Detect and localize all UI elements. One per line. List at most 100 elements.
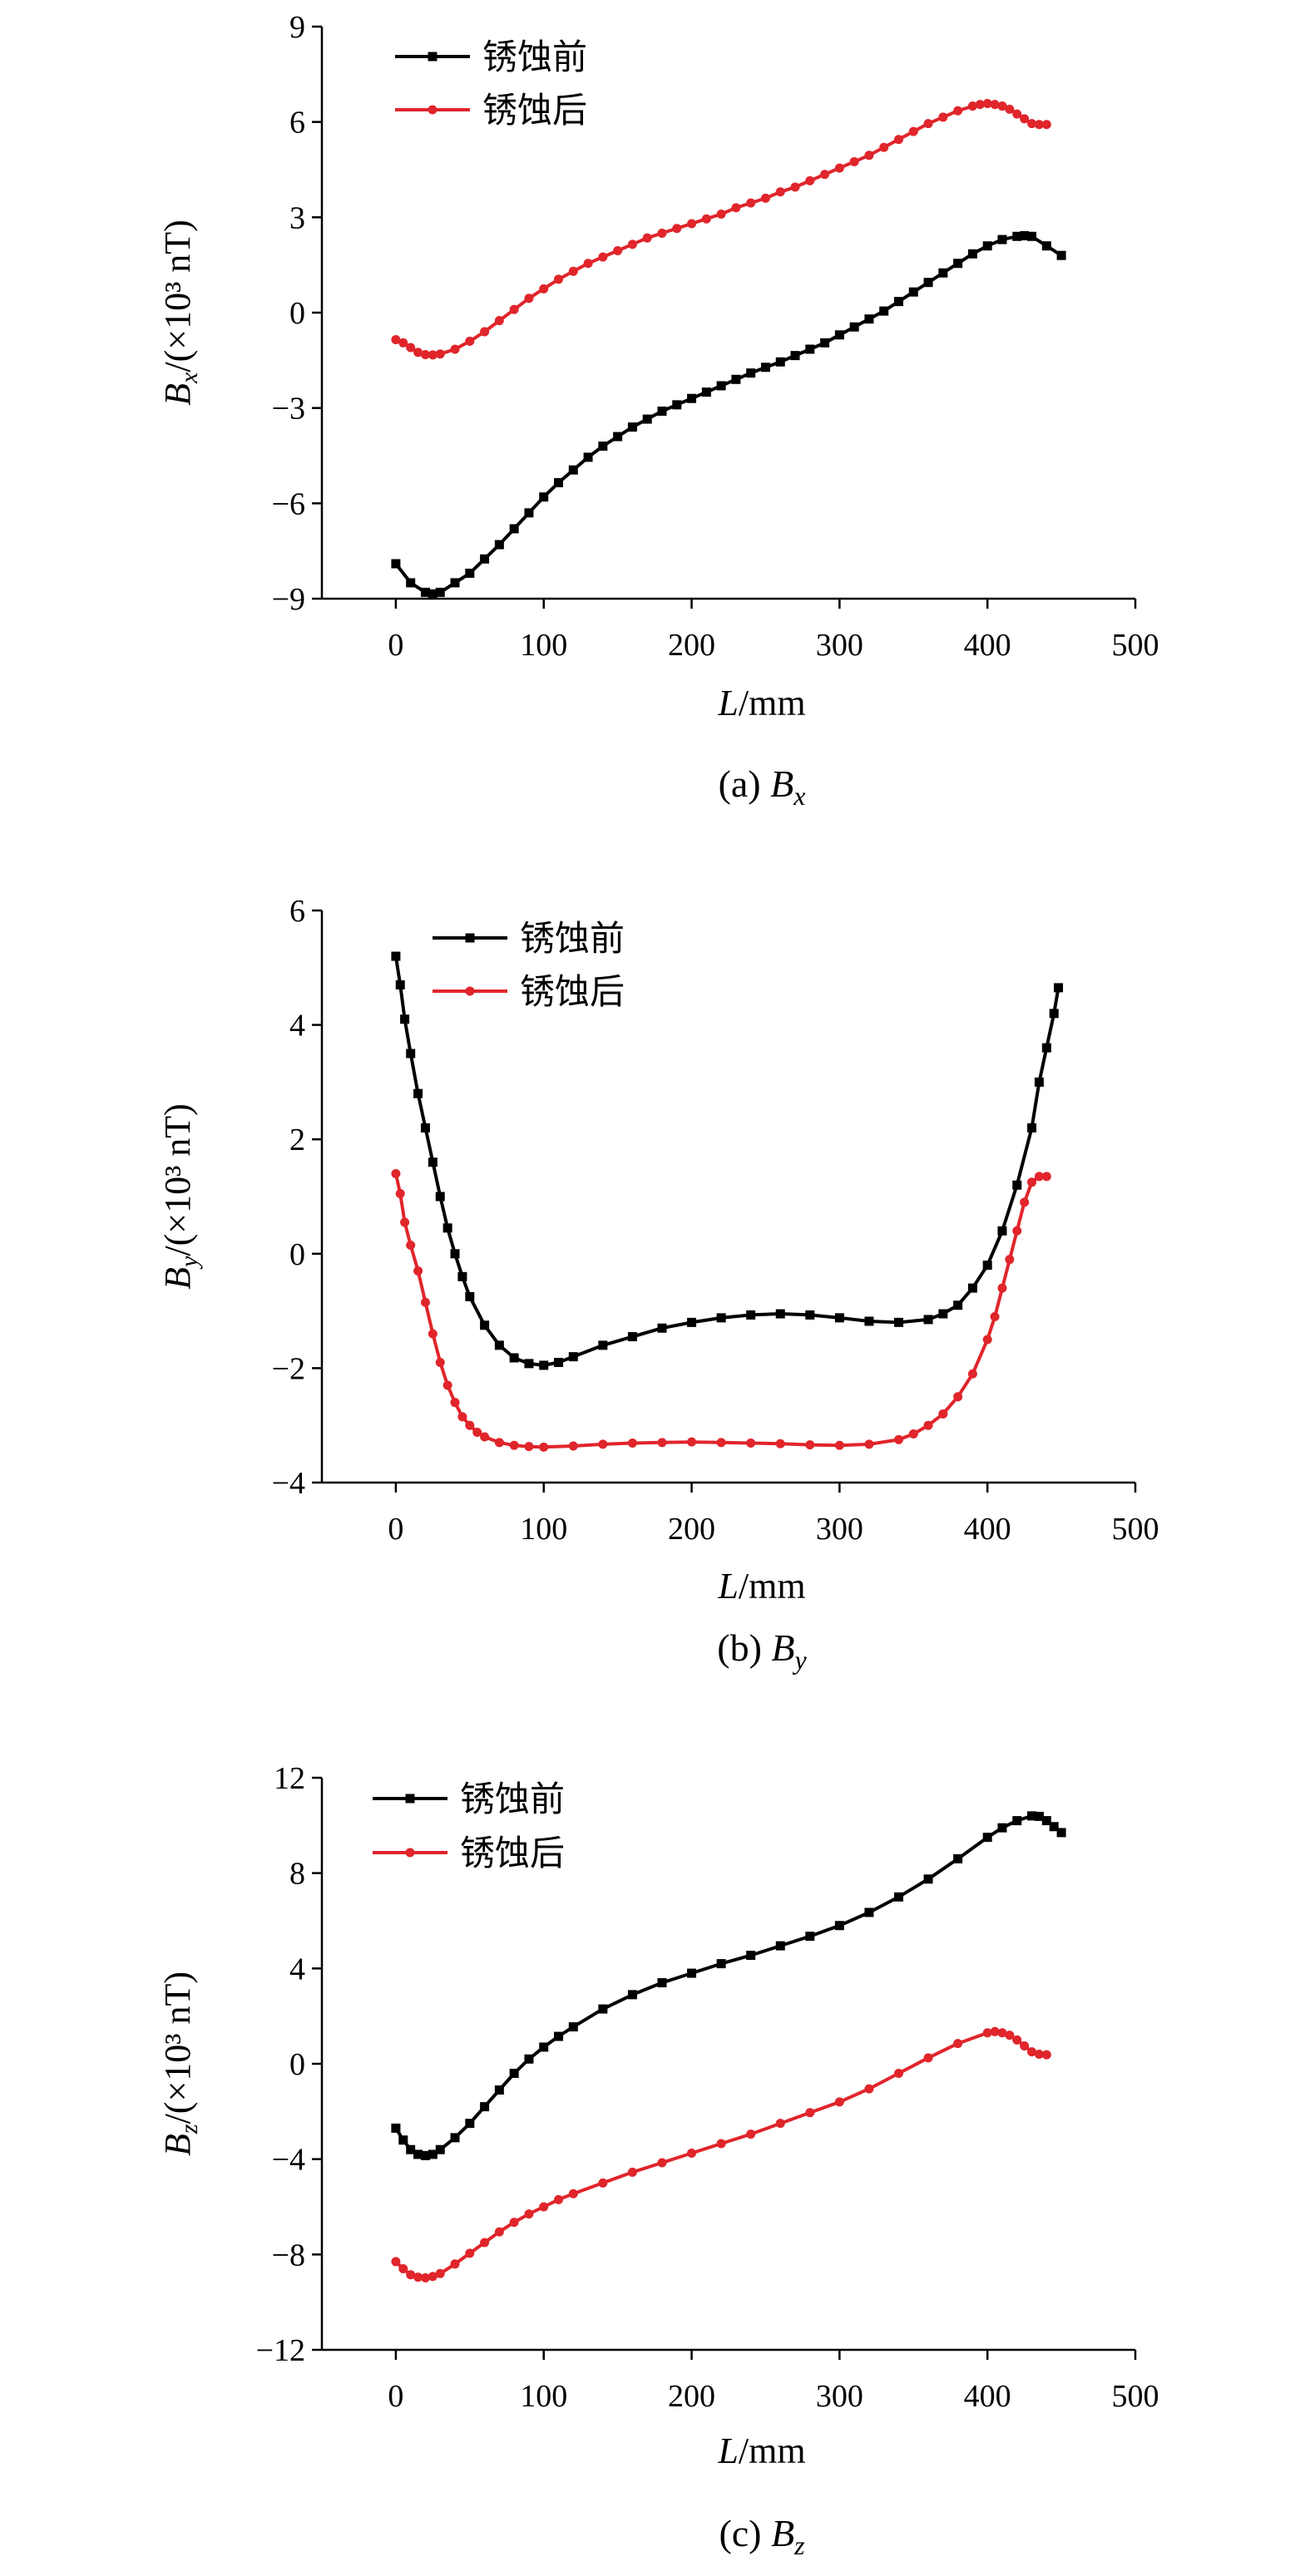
x-axis-unit: /mm	[739, 1566, 806, 1606]
data-point	[805, 175, 815, 185]
data-point	[893, 2068, 903, 2078]
data-point	[465, 568, 475, 578]
data-point	[1041, 241, 1051, 251]
data-point	[539, 1360, 549, 1370]
data-point	[775, 357, 785, 367]
data-point	[775, 1309, 785, 1319]
data-point	[457, 1271, 467, 1281]
data-point	[879, 142, 889, 152]
caption-symbol: B	[771, 2512, 794, 2554]
data-point	[420, 1123, 430, 1133]
data-point	[1020, 1197, 1030, 1207]
data-point	[953, 106, 963, 116]
data-point	[450, 1398, 460, 1408]
data-point	[406, 2270, 416, 2280]
data-point	[627, 239, 637, 249]
legend-swatch-marker	[405, 1848, 415, 1858]
data-point	[583, 259, 593, 269]
panel-caption: (b) By	[717, 1626, 807, 1675]
data-point	[1027, 1811, 1037, 1821]
data-point	[568, 1441, 578, 1451]
x-tick-label: 500	[1112, 628, 1159, 663]
data-point	[701, 387, 711, 397]
data-point	[760, 193, 770, 203]
data-point	[524, 2209, 534, 2219]
data-point	[1020, 231, 1030, 241]
data-point	[990, 1311, 1000, 1321]
x-axis-symbol: L	[717, 2430, 738, 2471]
data-point	[398, 338, 408, 348]
data-point	[982, 1261, 992, 1271]
data-point	[672, 400, 682, 410]
data-point	[568, 2189, 578, 2198]
series-after-corrosion	[391, 1168, 1051, 1452]
legend-swatch-marker	[428, 105, 437, 115]
data-point	[642, 414, 652, 424]
legend-label: 锈蚀前	[520, 918, 625, 959]
data-point	[435, 587, 445, 597]
y-axis-symbol: B	[157, 2134, 198, 2156]
data-point	[687, 1317, 697, 1327]
legend-label: 锈蚀前	[482, 37, 587, 77]
data-point	[997, 1226, 1007, 1236]
data-point	[465, 1420, 475, 1430]
data-point	[775, 1941, 785, 1951]
data-point	[834, 163, 844, 173]
data-point	[1041, 2050, 1051, 2060]
legend-item: 锈蚀后	[395, 90, 587, 131]
data-point	[472, 1427, 482, 1437]
data-point	[1020, 2041, 1030, 2050]
data-point	[1012, 109, 1022, 119]
data-point	[480, 554, 490, 564]
data-point	[1049, 1822, 1059, 1832]
y-axis-symbol: B	[157, 383, 198, 406]
legend-label: 锈蚀后	[482, 90, 587, 131]
data-point	[406, 578, 416, 588]
data-point	[435, 2268, 445, 2278]
data-point	[990, 2026, 1000, 2036]
data-point	[450, 1249, 460, 1259]
data-point	[687, 1968, 697, 1978]
data-point	[428, 2149, 437, 2159]
data-point	[849, 322, 859, 332]
data-point	[627, 2167, 637, 2177]
data-point	[893, 1317, 903, 1327]
y-axis-subscript: y	[175, 1256, 203, 1270]
data-point	[613, 245, 623, 255]
data-point	[568, 1352, 578, 1362]
legend-item: 锈蚀后	[373, 1833, 565, 1873]
y-axis-unit: /(×10³ nT)	[157, 220, 198, 372]
data-point	[953, 1300, 963, 1310]
data-point	[982, 2028, 992, 2038]
data-point	[775, 2119, 785, 2129]
data-point	[598, 2004, 608, 2014]
data-point	[539, 284, 549, 294]
data-point	[731, 374, 741, 384]
data-point	[395, 1189, 405, 1199]
data-point	[893, 297, 903, 307]
data-point	[442, 1380, 452, 1390]
data-point	[598, 2178, 608, 2188]
data-point	[746, 1310, 756, 1320]
data-point	[923, 119, 933, 129]
data-point	[420, 2273, 430, 2282]
data-point	[539, 492, 549, 502]
data-point	[834, 1921, 844, 1931]
data-point	[539, 2042, 549, 2052]
data-point	[554, 1358, 564, 1368]
caption-subscript: x	[793, 781, 805, 811]
data-point	[598, 1340, 608, 1350]
data-point	[923, 1420, 933, 1430]
data-point	[746, 368, 756, 378]
caption-prefix: (c)	[719, 2512, 771, 2554]
data-point	[627, 1990, 637, 2000]
y-tick-label: 8	[289, 1857, 305, 1892]
data-point	[908, 126, 918, 136]
x-tick-label: 400	[964, 2379, 1011, 2414]
y-tick-label: 12	[274, 1761, 305, 1796]
data-point	[524, 2054, 534, 2064]
data-point	[790, 182, 800, 192]
data-point	[413, 1088, 423, 1098]
